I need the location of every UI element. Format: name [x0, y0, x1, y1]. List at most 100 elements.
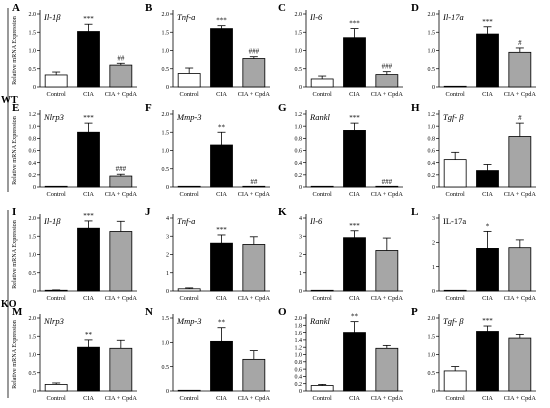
panel-letter-n: N — [145, 306, 153, 318]
y-tick-label-g-3: 0.6 — [295, 149, 303, 155]
x-tick-label-c-1: CIA — [349, 91, 360, 98]
y-tick-label-b-4: 2.0 — [162, 12, 170, 18]
significance-e-2: ### — [116, 165, 127, 173]
x-tick-label-d-2: CIA + CpdA — [504, 91, 537, 98]
bar-n-2 — [242, 358, 266, 392]
bar-n-1 — [210, 340, 233, 392]
x-tick-label-l-2: CIA + CpdA — [504, 295, 537, 302]
x-tick-label-p-1: CIA — [482, 395, 493, 402]
gene-label-n: Mmp-3 — [176, 316, 202, 326]
y-tick-label-f-4: 2.0 — [162, 112, 170, 118]
x-tick-label-e-2: CIA + CpdA — [105, 191, 138, 198]
bar-b-1 — [210, 28, 233, 88]
y-tick-label-g-1: 0.2 — [295, 173, 303, 179]
y-tick-label-e-3: 0.6 — [29, 149, 37, 155]
y-tick-label-f-2: 1.0 — [162, 149, 170, 155]
y-tick-label-g-2: 0.4 — [295, 161, 303, 167]
y-tick-label-n-2: 1.0 — [162, 341, 170, 347]
x-tick-label-e-1: CIA — [83, 191, 94, 198]
panel-letter-d: D — [411, 2, 419, 14]
bar-p-1 — [476, 331, 499, 392]
gene-label-m: Nlrp3 — [43, 316, 64, 326]
significance-b-2: ### — [249, 48, 260, 56]
y-tick-label-h-4: 0.8 — [428, 137, 436, 143]
x-tick-label-o-0: Control — [313, 395, 332, 402]
significance-g-2: ### — [382, 178, 393, 186]
y-tick-label-p-4: 2.0 — [428, 316, 436, 322]
y-tick-label-k-0: 0 — [299, 289, 302, 295]
y-axis-label-i: Relative mRNA Expression — [11, 220, 18, 289]
y-tick-label-f-0: 0 — [166, 185, 169, 191]
y-tick-label-m-0: 0 — [33, 389, 36, 395]
panel-letter-k: K — [278, 206, 287, 218]
panel-letter-j: J — [145, 206, 151, 218]
bar-i-2 — [109, 231, 133, 292]
x-tick-label-d-1: CIA — [482, 91, 493, 98]
significance-g-1: *** — [349, 114, 360, 122]
x-tick-label-j-0: Control — [180, 295, 199, 302]
y-tick-label-l-3: 3 — [432, 216, 435, 222]
x-tick-label-o-1: CIA — [349, 395, 360, 402]
y-tick-label-o-10: 2.0 — [295, 316, 303, 322]
x-tick-label-b-0: Control — [180, 91, 199, 98]
y-tick-label-b-3: 1.5 — [162, 30, 170, 36]
y-tick-label-l-0: 0 — [432, 289, 435, 295]
significance-d-1: *** — [482, 18, 493, 26]
y-tick-label-j-3: 3 — [166, 234, 169, 240]
x-tick-label-g-2: CIA + CpdA — [371, 191, 404, 198]
y-tick-label-d-1: 0.5 — [428, 67, 436, 73]
y-tick-label-o-7: 1.4 — [295, 338, 303, 344]
y-tick-label-b-2: 1.0 — [162, 49, 170, 55]
x-tick-label-f-0: Control — [180, 191, 199, 198]
y-tick-label-p-0: 0 — [432, 389, 435, 395]
y-axis-label-a: Relative mRNA Expression — [11, 16, 18, 85]
y-axis-label-e: Relative mRNA Expression — [11, 116, 18, 185]
y-tick-label-o-4: 0.8 — [295, 360, 303, 366]
panel-letter-p: P — [411, 306, 418, 318]
y-tick-label-e-2: 0.4 — [29, 161, 37, 167]
y-tick-label-o-3: 0.6 — [295, 367, 303, 373]
y-tick-label-h-3: 0.6 — [428, 149, 436, 155]
x-tick-label-f-2: CIA + CpdA — [238, 191, 271, 198]
x-tick-label-p-0: Control — [446, 395, 465, 402]
y-tick-label-i-4: 2.0 — [29, 216, 37, 222]
bar-a-1 — [77, 31, 100, 88]
panel-letter-o: O — [278, 306, 287, 318]
x-tick-label-j-2: CIA + CpdA — [238, 295, 271, 302]
y-tick-label-l-2: 2 — [432, 241, 435, 247]
bar-p-0 — [443, 370, 467, 392]
bar-m-1 — [77, 346, 100, 392]
y-tick-label-g-0: 0 — [299, 185, 302, 191]
panel-letter-a: A — [12, 2, 20, 14]
y-tick-label-a-2: 1.0 — [29, 49, 37, 55]
y-tick-label-l-1: 1 — [432, 265, 435, 271]
bar-a-2 — [109, 64, 133, 88]
y-tick-label-c-1: 0.5 — [295, 67, 303, 73]
bar-d-2 — [508, 51, 532, 88]
x-tick-label-h-2: CIA + CpdA — [504, 191, 537, 198]
x-tick-label-k-0: Control — [313, 295, 332, 302]
bar-h-0 — [443, 159, 467, 188]
gene-label-i: Il-1β — [43, 216, 61, 226]
y-tick-label-o-8: 1.6 — [295, 331, 303, 337]
y-tick-label-h-6: 1.2 — [428, 112, 436, 118]
bar-i-0 — [44, 289, 68, 292]
significance-c-1: *** — [349, 20, 360, 28]
panel-letter-e: E — [12, 102, 19, 114]
significance-o-1: ** — [351, 313, 359, 321]
gene-label-b: Tnf-a — [177, 12, 195, 22]
bar-h-1 — [476, 170, 499, 188]
bar-i-1 — [77, 227, 100, 292]
x-tick-label-k-1: CIA — [349, 295, 360, 302]
gene-label-h: Tgf- β — [443, 112, 464, 122]
bar-g-1 — [343, 130, 366, 188]
significance-e-1: *** — [83, 114, 94, 122]
y-tick-label-j-4: 4 — [166, 216, 169, 222]
gene-label-l: IL-17a — [443, 216, 466, 226]
y-tick-label-j-1: 1 — [166, 271, 169, 277]
group-label-ko: KO — [1, 299, 17, 310]
x-tick-label-d-0: Control — [446, 91, 465, 98]
significance-l-1: * — [486, 222, 490, 230]
